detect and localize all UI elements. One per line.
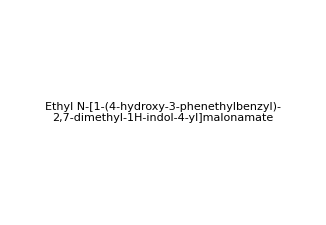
Text: Ethyl N-[1-(4-hydroxy-3-phenethylbenzyl)-
2,7-dimethyl-1H-indol-4-yl]malonamate: Ethyl N-[1-(4-hydroxy-3-phenethylbenzyl)… [45, 102, 281, 123]
